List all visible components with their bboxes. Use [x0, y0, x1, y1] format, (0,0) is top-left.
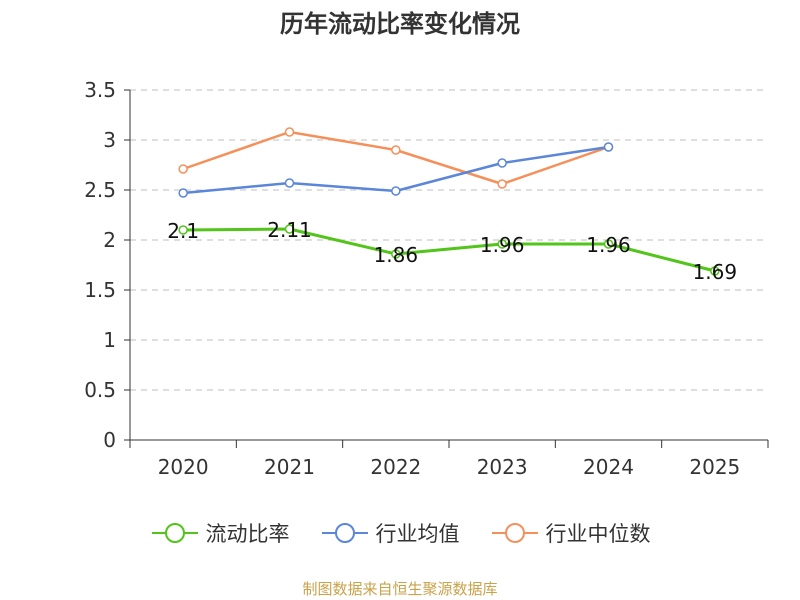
series-0-point-2021	[284, 224, 295, 234]
series-1-point-2020	[178, 188, 188, 198]
data-label-2025: 1.69	[693, 260, 738, 284]
series-1-point-2021	[284, 178, 295, 188]
legend-label-industry-mean: 行业均值	[375, 522, 460, 546]
x-tick-label-2025: 2025	[689, 455, 740, 479]
legend-label-current-ratio: 流动比率	[205, 522, 290, 546]
y-tick-label-0: 0	[103, 428, 116, 452]
legend-item-industry-median[interactable]: 行业中位数	[490, 518, 651, 548]
y-tick-label-1: 0.5	[84, 378, 116, 402]
x-tick-label-2020: 2020	[158, 455, 209, 479]
data-label-2021: 2.11	[267, 218, 312, 242]
data-label-2020: 2.1	[167, 219, 199, 243]
x-tick-label-2021: 2021	[264, 455, 315, 479]
series-0-point-2022	[391, 249, 401, 259]
x-tick-label-2022: 2022	[370, 455, 421, 479]
series-0-point-2024	[603, 239, 614, 249]
y-tick-label-5: 2.5	[84, 178, 116, 202]
legend-swatch-industry-mean	[321, 523, 368, 543]
y-tick-label-6: 3	[103, 128, 116, 152]
data-source-note: 制图数据来自恒生聚源数据库	[302, 580, 498, 598]
series-1-point-2023	[497, 158, 507, 168]
x-tick-label-2024: 2024	[583, 455, 634, 479]
chart-title: 历年流动比率变化情况	[280, 10, 520, 38]
series-0-point-2020	[178, 225, 188, 235]
legend-item-industry-mean[interactable]: 行业均值	[320, 518, 460, 548]
y-tick-label-7: 3.5	[84, 78, 116, 102]
x-tick-label-2023: 2023	[477, 455, 528, 479]
legend-item-current-ratio[interactable]: 流动比率	[150, 518, 290, 548]
series-0-point-2023	[497, 239, 507, 249]
series-1-point-2022	[391, 186, 401, 196]
legend-swatch-current-ratio	[151, 523, 198, 543]
data-label-2023: 1.96	[480, 233, 525, 257]
series-1-point-2024	[603, 142, 614, 152]
y-tick-label-4: 2	[103, 228, 116, 252]
series-2-point-2021	[284, 127, 295, 137]
y-tick-label-2: 1	[103, 328, 116, 352]
y-tick-label-3: 1.5	[84, 278, 116, 302]
data-label-2022: 1.86	[374, 243, 419, 267]
series-2-point-2022	[391, 145, 401, 155]
series-line-0	[183, 227, 716, 273]
series-2-point-2023	[497, 179, 507, 189]
series-2-point-2020	[178, 164, 188, 174]
legend-label-industry-median: 行业中位数	[545, 522, 651, 546]
data-label-2024: 1.96	[586, 233, 631, 257]
series-0-point-2025	[710, 266, 720, 276]
legend: 流动比率 行业均值 行业中位数	[0, 518, 800, 548]
legend-swatch-industry-median	[491, 523, 538, 543]
